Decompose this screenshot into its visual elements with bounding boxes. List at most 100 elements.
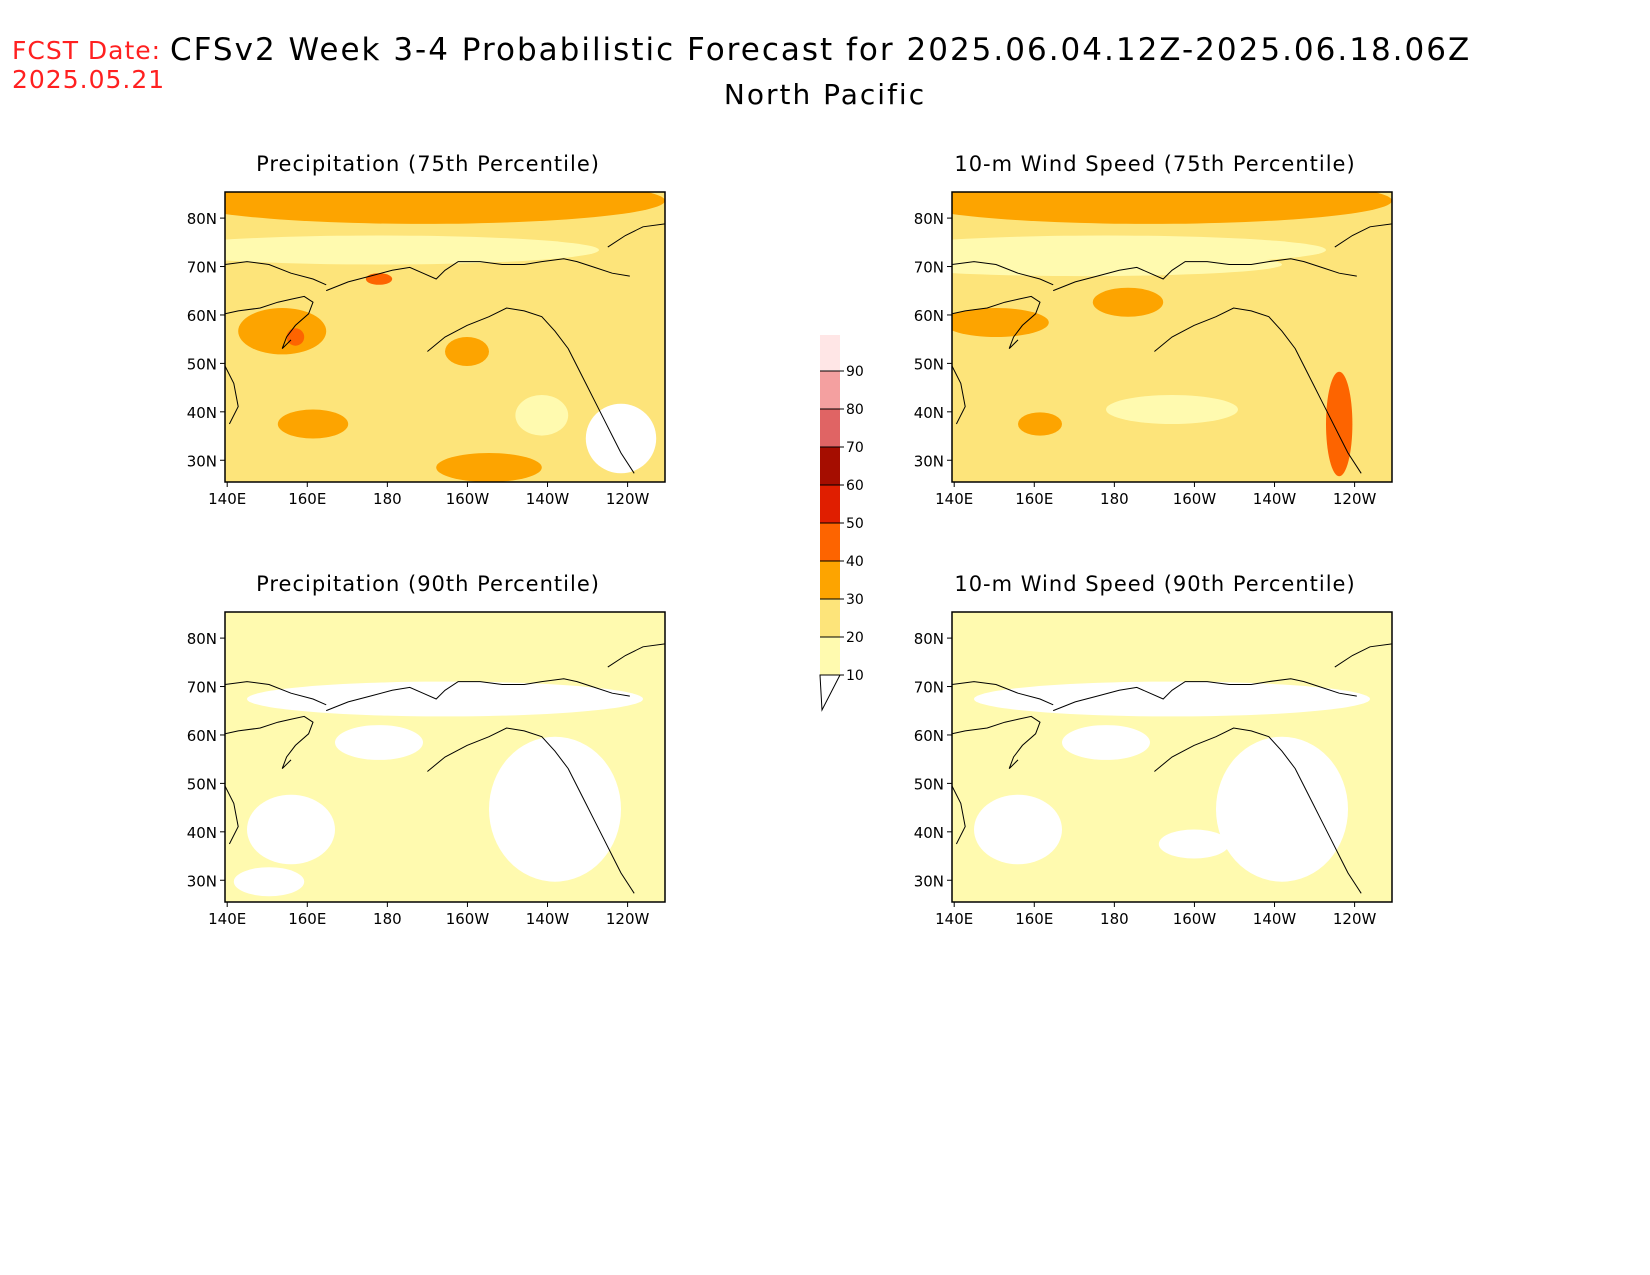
lat-tick-label: 80N: [914, 630, 944, 648]
arctic-orange-band: [225, 192, 665, 224]
probability-field: [225, 192, 665, 482]
colorbar-label: 10: [846, 668, 864, 684]
colorbar-segment: [820, 447, 840, 485]
lon-tick-label: 120W: [1333, 910, 1377, 928]
colorbar-segment: [820, 335, 840, 371]
lon-tick-label: 120W: [1333, 490, 1377, 508]
lon-tick-label: 180: [373, 490, 402, 508]
lon-tick-label: 180: [1100, 490, 1129, 508]
high-lat-light-band: [225, 235, 599, 265]
lat-tick-label: 40N: [187, 404, 217, 422]
panel-title-precip-75: Precipitation (75th Percentile): [256, 152, 600, 176]
coastline: [225, 261, 327, 286]
colorbar-segment: [820, 637, 840, 675]
map-frame: [951, 191, 1393, 483]
lon-tick-label: 120W: [606, 910, 650, 928]
lat-tick-label: 30N: [187, 452, 217, 470]
colorbar-label: 70: [846, 440, 864, 456]
central-white: [335, 725, 423, 760]
lat-tick-label: 70N: [187, 679, 217, 697]
lat-tick-label: 50N: [187, 775, 217, 793]
coastline: [427, 307, 635, 474]
mid-light: [1106, 395, 1238, 424]
lon-tick-label: 160E: [1015, 490, 1053, 508]
lon-tick-label: 140W: [1253, 910, 1297, 928]
lat-tick-label: 30N: [187, 872, 217, 890]
lat-tick-label: 50N: [914, 355, 944, 373]
colorbar-segment: [820, 485, 840, 523]
panel-title-precip-90: Precipitation (90th Percentile): [256, 572, 600, 596]
map-frame: [224, 191, 666, 483]
lat-tick-label: 60N: [914, 307, 944, 325]
arctic-white: [247, 681, 643, 717]
coastline: [607, 223, 665, 248]
arctic-orange-band: [952, 192, 1392, 224]
east-white: [1216, 736, 1348, 882]
coastline: [952, 785, 966, 845]
colorbar-segment: [820, 523, 840, 561]
lat-tick-label: 70N: [914, 679, 944, 697]
lon-tick-label: 140W: [526, 490, 570, 508]
coastline: [225, 715, 314, 769]
coastline: [225, 681, 327, 706]
map-wind-90: 80N 70N 60N 50N 40N 30N 140E 160E 180 160W 140W 120…: [914, 611, 1393, 928]
lat-tick-label: 60N: [187, 307, 217, 325]
gulf-orange: [445, 337, 489, 366]
colorbar-segment: [820, 409, 840, 447]
map-frame: [951, 611, 1393, 903]
coastline: [1154, 727, 1362, 894]
lon-tick-label: 160W: [446, 490, 490, 508]
coastline: [1154, 307, 1362, 474]
lon-tick-label: 160E: [288, 910, 326, 928]
colorbar-lower-end: [819, 674, 841, 712]
kamchatka-peak: [286, 328, 305, 346]
bering-peak: [365, 273, 393, 285]
coastline: [952, 295, 1041, 349]
lat-tick-label: 50N: [187, 355, 217, 373]
map-wind-75: 80N 70N 60N 50N 40N 30N 140E 160E 180 160W 140W 120…: [914, 191, 1393, 508]
lat-tick-label: 80N: [187, 630, 217, 648]
map-precip-75: 80N 70N 60N 50N 40N 30N 140E 160E 180 160W 140W 120…: [187, 191, 666, 508]
lat-tick-label: 40N: [187, 824, 217, 842]
colorbar-segment: [820, 599, 840, 637]
lon-tick-label: 140E: [208, 910, 246, 928]
page-title: CFSv2 Week 3-4 Probabilistic Forecast fo…: [170, 32, 1472, 68]
midlat-orange: [1018, 412, 1062, 436]
west-white: [247, 794, 335, 865]
coastline: [427, 727, 635, 894]
coastline: [1334, 223, 1392, 248]
coastline: [326, 678, 630, 712]
lon-tick-label: 140E: [935, 490, 973, 508]
lon-tick-label: 160W: [1173, 490, 1217, 508]
coastline: [952, 715, 1041, 769]
coastline: [1053, 258, 1357, 292]
east-white: [489, 736, 621, 882]
lat-tick-label: 60N: [187, 727, 217, 745]
coastline: [225, 365, 239, 425]
lat-tick-label: 70N: [914, 259, 944, 277]
colorbar-label: 30: [846, 592, 864, 608]
lat-tick-label: 80N: [187, 210, 217, 228]
midlat-orange-1: [277, 409, 349, 439]
colorbar: 10 20 30 40 50 60 70 80 90: [819, 335, 864, 712]
lon-tick-label: 160E: [1015, 910, 1053, 928]
probability-field: [952, 612, 1392, 902]
lon-tick-label: 140E: [935, 910, 973, 928]
arctic-white: [974, 681, 1370, 717]
central-white: [1062, 725, 1150, 760]
coastline: [225, 785, 239, 845]
coastline: [952, 365, 966, 425]
coastline: [1334, 643, 1392, 668]
probability-field: [225, 612, 665, 902]
lon-tick-label: 160W: [1173, 910, 1217, 928]
lat-tick-label: 50N: [914, 775, 944, 793]
kamchatka-orange: [952, 308, 1049, 337]
lat-tick-label: 80N: [914, 210, 944, 228]
lat-tick-label: 40N: [914, 824, 944, 842]
forecast-date-label: FCST Date:: [12, 36, 162, 65]
west-white: [974, 794, 1062, 865]
coastline: [326, 258, 630, 292]
bering-orange: [1092, 287, 1164, 317]
region-subtitle: North Pacific: [0, 78, 1650, 111]
mid-white: [1158, 829, 1230, 859]
